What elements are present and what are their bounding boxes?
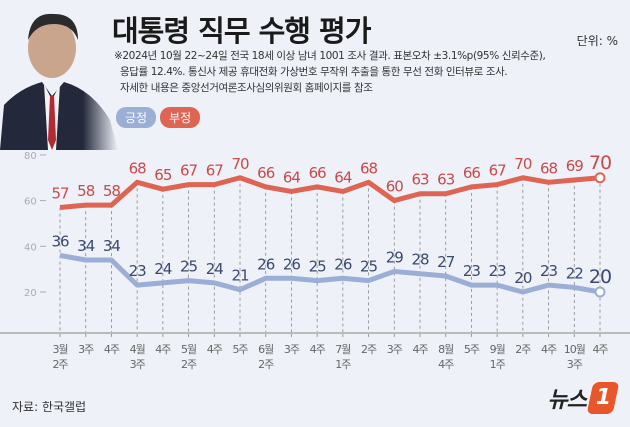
x-tick-label: 3주 <box>130 358 146 371</box>
x-tick-label: 4주 <box>155 343 171 356</box>
positive-data-label: 34 <box>77 237 95 255</box>
positive-data-label: 20 <box>589 266 611 288</box>
x-tick-label: 2주 <box>181 358 197 371</box>
negative-data-label: 67 <box>206 162 224 180</box>
x-tick-label: 4주 <box>207 343 223 356</box>
negative-data-label: 69 <box>566 157 584 175</box>
news1-logo: 뉴스 1 <box>547 382 620 414</box>
positive-data-label: 24 <box>206 260 224 278</box>
x-tick-label: 7월 <box>335 343 351 356</box>
x-tick-label: 1주 <box>335 358 351 371</box>
positive-data-label: 23 <box>129 262 147 280</box>
note-line: 자세한 내용은 중앙선거여론조사심의위원회 홈페이지를 참조 <box>120 82 373 94</box>
negative-data-label: 66 <box>257 164 275 182</box>
note-line: 응답률 12.4%. 통신사 제공 휴대전화 가상번호 무작위 추출을 통한 무… <box>120 66 508 78</box>
negative-data-label: 60 <box>386 178 404 196</box>
x-tick-label: 6월 <box>258 343 274 356</box>
positive-line <box>59 252 601 295</box>
y-tick-label: 60 <box>24 197 37 208</box>
negative-data-label: 68 <box>360 159 378 177</box>
legend: 긍정 부정 <box>116 107 201 128</box>
positive-data-label: 21 <box>231 267 249 285</box>
negative-data-label: 64 <box>283 168 301 186</box>
y-tick-label: 80 <box>24 151 37 162</box>
positive-data-label: 36 <box>51 232 69 250</box>
positive-data-label: 26 <box>257 255 275 273</box>
negative-data-label: 58 <box>77 182 95 200</box>
positive-data-label: 26 <box>283 255 301 273</box>
source-label: 자료: 한국갤럽 <box>12 400 87 414</box>
positive-data-label: 24 <box>154 260 172 278</box>
positive-data-label: 26 <box>334 255 352 273</box>
x-tick-label: 2주 <box>515 343 531 356</box>
logo-text: 뉴스 <box>547 388 587 413</box>
positive-data-label: 34 <box>103 237 121 255</box>
x-tick-label: 10월 <box>564 343 586 356</box>
positive-data-label: 25 <box>360 258 378 276</box>
negative-data-label: 63 <box>411 171 429 189</box>
positive-data-label: 23 <box>463 262 481 280</box>
x-tick-label: 4주 <box>104 343 120 356</box>
note-line: ※2024년 10월 22~24일 전국 18세 이상 남녀 1001 조사 결… <box>114 50 546 62</box>
x-tick-label: 4주 <box>541 343 557 356</box>
president-photo <box>0 0 118 150</box>
x-tick-label: 4주 <box>412 343 428 356</box>
negative-data-label: 63 <box>437 171 455 189</box>
x-tick-label: 2주 <box>258 358 274 371</box>
legend-negative: 부정 <box>160 107 201 128</box>
negative-data-label: 70 <box>514 155 532 173</box>
legend-positive: 긍정 <box>116 107 157 128</box>
negative-data-label: 67 <box>180 162 198 180</box>
positive-data-label: 25 <box>180 258 198 276</box>
survey-note: ※2024년 10월 22~24일 전국 18세 이상 남녀 1001 조사 결… <box>114 48 614 96</box>
end-point-marker <box>594 172 606 184</box>
negative-data-label: 57 <box>51 184 69 202</box>
x-tick-label: 8월 <box>438 343 454 356</box>
positive-data-label: 23 <box>540 262 558 280</box>
positive-data-label: 23 <box>489 262 507 280</box>
x-tick-label: 5주 <box>232 343 248 356</box>
x-tick-label: 1주 <box>490 358 506 371</box>
positive-data-label: 27 <box>437 253 455 271</box>
x-tick-label: 3주 <box>284 343 300 356</box>
positive-data-label: 29 <box>386 248 404 266</box>
x-tick-label: 3주 <box>78 343 94 356</box>
negative-data-label: 65 <box>154 166 172 184</box>
x-tick-label: 5월 <box>181 343 197 356</box>
x-tick-label: 9월 <box>490 343 506 356</box>
negative-data-label: 64 <box>334 168 352 186</box>
logo-mark: 1 <box>586 382 620 414</box>
positive-data-label: 22 <box>566 264 584 282</box>
x-tick-label: 2주 <box>361 343 377 356</box>
x-tick-label: 4월 <box>130 343 146 356</box>
x-tick-label: 4주 <box>438 358 454 371</box>
x-tick-label: 3주 <box>387 343 403 356</box>
negative-data-label: 68 <box>129 159 147 177</box>
negative-data-label: 66 <box>463 164 481 182</box>
positive-data-label: 25 <box>309 258 327 276</box>
x-tick-label: 4주 <box>592 343 608 356</box>
y-tick-label: 40 <box>24 242 37 253</box>
x-tick-label: 2주 <box>52 358 68 371</box>
end-point-marker <box>594 286 606 298</box>
negative-data-label: 67 <box>489 162 507 180</box>
negative-data-label: 58 <box>103 182 121 200</box>
x-tick-label: 3주 <box>567 358 583 371</box>
negative-data-label: 70 <box>589 152 611 174</box>
negative-data-label: 68 <box>540 159 558 177</box>
negative-line <box>59 175 601 210</box>
y-tick-label: 20 <box>24 288 37 299</box>
negative-data-label: 70 <box>231 155 249 173</box>
positive-data-label: 28 <box>411 251 429 269</box>
page-title: 대통령 직무 수행 평가 <box>112 14 371 48</box>
negative-data-label: 66 <box>309 164 327 182</box>
positive-data-label: 20 <box>514 269 532 287</box>
unit-label: 단위: % <box>576 34 618 48</box>
x-tick-label: 5주 <box>464 343 480 356</box>
x-tick-label: 4주 <box>310 343 326 356</box>
x-tick-label: 3월 <box>52 343 68 356</box>
